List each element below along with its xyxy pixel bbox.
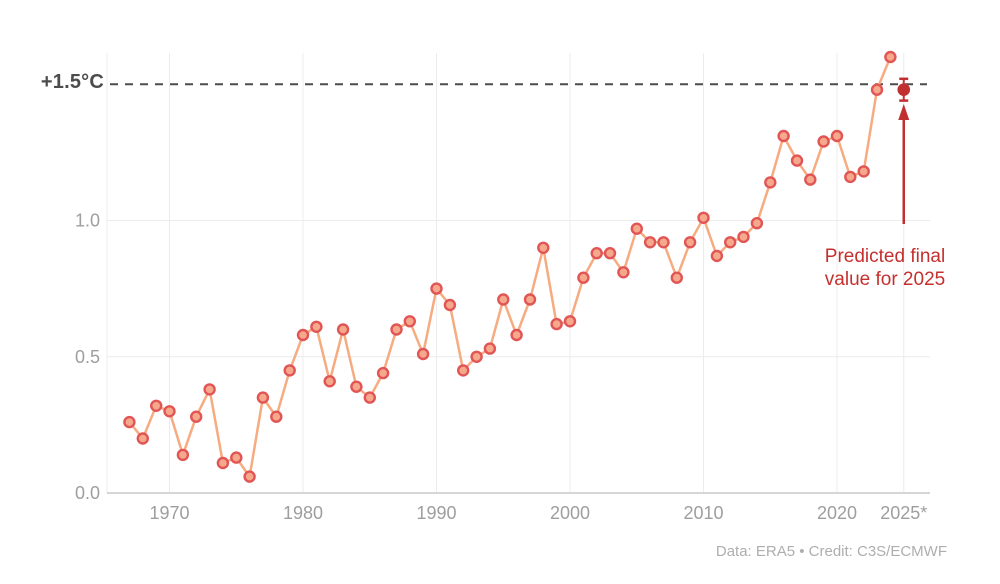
data-point-2023 [870, 83, 884, 96]
x-tick-label-2000: 2000 [550, 503, 590, 523]
data-point-2009 [683, 236, 697, 249]
data-point-1979 [283, 364, 296, 377]
y-tick-label-0.0: 0.0 [75, 483, 100, 503]
y-tick-label-1.0: 1.0 [75, 211, 100, 231]
data-point-2011 [710, 249, 724, 263]
data-point-2006 [643, 236, 657, 249]
data-point-1977 [256, 391, 270, 404]
x-tick-label-2020: 2020 [817, 503, 857, 523]
data-point-1973 [203, 383, 216, 396]
data-point-1995 [497, 293, 510, 306]
data-point-1968 [136, 432, 150, 445]
data-point-2018 [804, 173, 817, 186]
y-axis-labels: 0.0 0.5 1.0 [75, 211, 100, 504]
data-point-2024 [884, 50, 897, 64]
data-point-1988 [403, 315, 416, 328]
x-tick-label-1980: 1980 [283, 503, 323, 523]
data-point-1980 [296, 328, 310, 342]
data-point-1993 [470, 350, 483, 363]
data-point-2008 [670, 271, 683, 284]
data-point-2012 [724, 236, 737, 249]
data-point-1971 [176, 448, 190, 462]
data-point-1969 [149, 399, 163, 412]
data-point-2005 [630, 222, 643, 235]
data-point-1982 [323, 375, 336, 388]
data-point-1983 [336, 323, 350, 336]
data-point-2019 [817, 135, 830, 148]
data-point-1974 [216, 456, 230, 470]
data-point-1994 [483, 342, 497, 355]
data-point-1990 [430, 282, 443, 295]
data-point-2010 [697, 211, 710, 225]
x-tick-label-1970: 1970 [149, 503, 189, 523]
anomaly-points [123, 50, 897, 483]
data-point-1970 [163, 405, 176, 418]
data-point-2013 [737, 230, 750, 244]
data-point-1999 [550, 317, 563, 331]
data-credit: Data: ERA5 • Credit: C3S/ECMWF [715, 543, 947, 560]
data-point-1986 [376, 366, 390, 380]
anomaly-line [128, 55, 892, 478]
data-point-1991 [443, 298, 457, 312]
data-point-2020 [830, 129, 844, 143]
data-point-2002 [590, 246, 603, 260]
data-point-1981 [310, 320, 323, 333]
data-point-2001 [577, 271, 590, 284]
data-point-1996 [510, 328, 523, 342]
data-point-1989 [416, 347, 430, 361]
y-tick-label-0.5: 0.5 [75, 347, 100, 367]
data-point-2004 [617, 266, 630, 279]
data-point-2014 [750, 216, 764, 230]
threshold-label: +1.5°C [40, 71, 104, 93]
prediction-annotation-line1: Predicted final [824, 246, 946, 267]
predicted-point [897, 83, 911, 96]
predicted-point-2025 [897, 83, 911, 96]
prediction-annotation: Predicted final value for 2025 [765, 245, 1000, 291]
x-tick-label-2025: 2025* [880, 503, 927, 523]
data-point-2003 [603, 246, 617, 260]
data-point-1992 [457, 364, 470, 377]
data-point-2016 [777, 129, 790, 143]
data-point-1967 [123, 415, 136, 429]
data-point-1985 [363, 391, 376, 404]
x-axis-labels: 1970 1980 1990 2000 2010 2020 2025* [149, 503, 927, 523]
data-point-2000 [563, 315, 577, 328]
prediction-annotation-line2: value for 2025 [824, 269, 946, 290]
data-point-1997 [523, 293, 537, 306]
data-point-2007 [657, 236, 670, 249]
data-point-1978 [270, 410, 283, 423]
data-point-2021 [844, 170, 857, 184]
x-tick-label-2010: 2010 [683, 503, 723, 523]
data-point-1998 [537, 241, 550, 255]
data-point-1984 [350, 380, 363, 393]
data-point-1976 [243, 470, 256, 483]
x-tick-label-1990: 1990 [416, 503, 456, 523]
data-point-2022 [857, 165, 870, 178]
annotation-arrow-icon [898, 104, 910, 224]
data-point-1987 [390, 323, 403, 336]
data-point-1975 [230, 451, 243, 464]
data-point-2017 [790, 154, 804, 167]
data-point-1972 [189, 410, 203, 423]
data-point-2015 [764, 176, 777, 189]
